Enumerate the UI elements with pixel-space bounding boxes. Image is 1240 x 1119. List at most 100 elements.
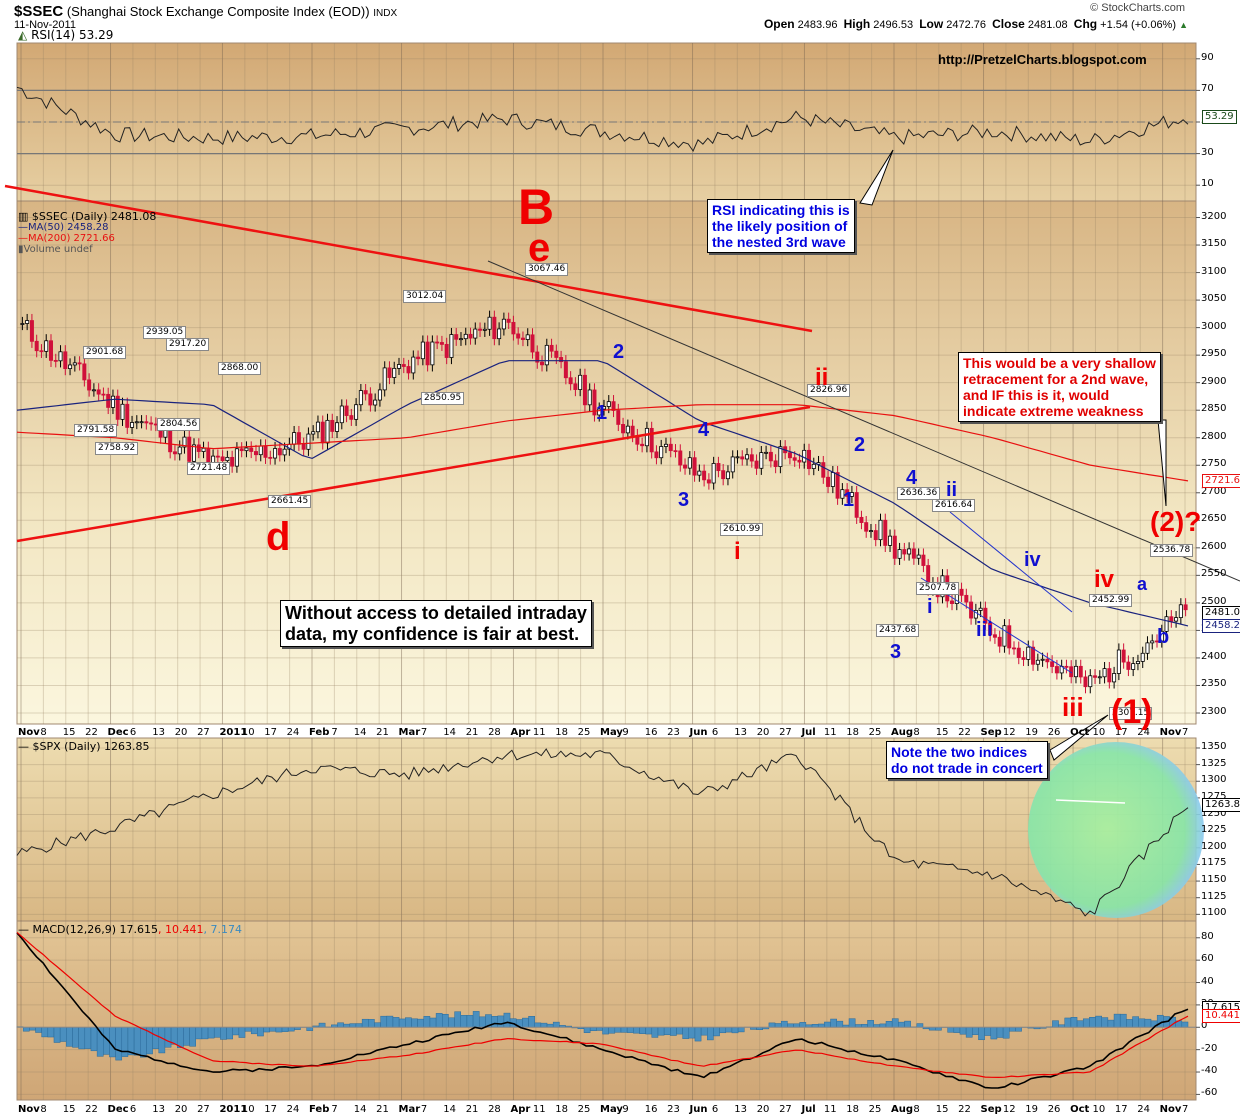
candle-down: [406, 366, 411, 374]
x-axis-label: Jun: [689, 727, 708, 738]
candle-up: [1088, 675, 1093, 688]
candle-down: [363, 390, 368, 395]
macd-histogram-bar: [725, 1027, 733, 1033]
candle-down: [1121, 649, 1126, 663]
macd-histogram-bar: [972, 1027, 979, 1035]
wave-label: 3: [890, 641, 902, 663]
candle-down: [573, 383, 578, 390]
x-axis-label: 18: [555, 727, 568, 738]
macd-histogram-bar: [158, 1027, 166, 1054]
macd-histogram-bar: [522, 1017, 529, 1028]
note-rsi: RSI indicating this is the likely positi…: [707, 199, 855, 254]
y-axis-label: 3100: [1201, 265, 1227, 277]
candle-down: [454, 334, 459, 340]
candle-down: [992, 634, 997, 638]
x-axis-label: 11: [823, 1104, 837, 1115]
candle-up: [182, 436, 187, 448]
y-axis-label: 2750: [1201, 458, 1227, 470]
y-axis-label: 1200: [1201, 840, 1227, 852]
macd-histogram-bar: [848, 1018, 856, 1028]
note-line: data, my confidence is fair at best.: [285, 623, 580, 644]
x-axis-label: 7: [331, 1104, 338, 1115]
x-axis-label: May: [600, 727, 623, 738]
candle-down: [854, 492, 859, 518]
macd-histogram-bar: [676, 1027, 683, 1035]
candle-down: [48, 340, 53, 361]
callout-pointer: [1055, 799, 1126, 804]
signal-value-tag: 10.441: [1202, 1008, 1240, 1023]
candle-up: [382, 367, 387, 391]
note-line: RSI indicating this is: [712, 202, 850, 218]
x-axis-label: 26: [1047, 1104, 1061, 1115]
candle-down: [773, 460, 778, 468]
candle-up: [273, 448, 278, 459]
macd-histogram-bar: [651, 1027, 659, 1038]
candle-down: [668, 443, 673, 452]
candle-up: [697, 470, 702, 476]
wave-label: ii: [946, 479, 958, 501]
rsi-label: RSI(14) 53.29: [31, 28, 114, 42]
candle-up: [625, 425, 630, 434]
candle-up: [830, 472, 835, 487]
macd-histogram-bar: [59, 1027, 67, 1042]
y-axis-label: 60: [1201, 953, 1214, 965]
macd-histogram-bar: [990, 1027, 998, 1040]
x-axis-label: 25: [577, 1104, 591, 1115]
candle-up: [907, 548, 912, 555]
x-axis-label: Aug: [891, 1104, 914, 1115]
candle-up: [311, 431, 316, 435]
macd-histogram-bar: [824, 1021, 831, 1028]
candle-up: [1164, 616, 1169, 632]
note-line: do not trade in concert: [891, 760, 1043, 777]
x-axis-label: Jun: [689, 1104, 708, 1115]
macd-histogram-bar: [898, 1021, 905, 1028]
x-axis-label: 8: [40, 727, 47, 738]
candle-down: [554, 350, 559, 358]
macd-histogram-bar: [429, 1017, 437, 1028]
candle-down: [535, 351, 540, 363]
candle-down: [253, 451, 258, 456]
candle-down: [220, 456, 225, 462]
candle-down: [540, 361, 545, 366]
candle-down: [435, 341, 440, 344]
candle-up: [735, 456, 740, 459]
low-label: Low: [919, 17, 944, 31]
candle-down: [1021, 657, 1026, 660]
price-label: 2536.78: [1150, 544, 1194, 557]
macd-histogram-bar: [583, 1027, 591, 1033]
macd-histogram-bar: [1015, 1027, 1022, 1032]
macd-histogram-bar: [965, 1027, 973, 1038]
price-label: 2307.15: [1109, 707, 1153, 720]
x-axis-label: 9: [622, 1104, 629, 1115]
candle-down: [864, 522, 869, 532]
y-axis-label: 2300: [1201, 705, 1227, 717]
candle-up: [973, 610, 978, 619]
macd-histogram-bar: [1126, 1019, 1133, 1028]
candle-up: [501, 318, 506, 330]
macd-histogram-bar: [1052, 1020, 1059, 1028]
candle-down: [964, 594, 969, 603]
macd-histogram-bar: [66, 1027, 73, 1047]
candle-down: [1011, 647, 1016, 650]
macd-histogram-bar: [189, 1027, 196, 1047]
price-label: 2721.48: [187, 462, 231, 475]
legend-ma200: MA(200) 2721.66: [28, 233, 115, 244]
macd-histogram-bar: [768, 1022, 776, 1028]
candle-up: [354, 404, 359, 420]
price-label: 3067.46: [525, 263, 569, 276]
candle-up: [258, 445, 263, 456]
x-axis-label: Nov: [18, 727, 40, 738]
y-axis-label: 1275: [1201, 790, 1227, 802]
candle-up: [20, 323, 25, 325]
x-axis-label: Apr: [510, 727, 531, 738]
candle-down: [640, 443, 645, 447]
candle-down: [649, 427, 654, 453]
candle-down: [859, 516, 864, 523]
legend-ma50: MA(50) 2458.28: [28, 222, 109, 233]
candle-up: [1135, 661, 1140, 665]
note-line: Note the two indices: [891, 744, 1028, 760]
high-value: 2496.53: [873, 19, 914, 31]
macd-histogram-bar: [435, 1013, 443, 1028]
channel-upper: [949, 511, 1073, 613]
candle-down: [873, 530, 878, 541]
